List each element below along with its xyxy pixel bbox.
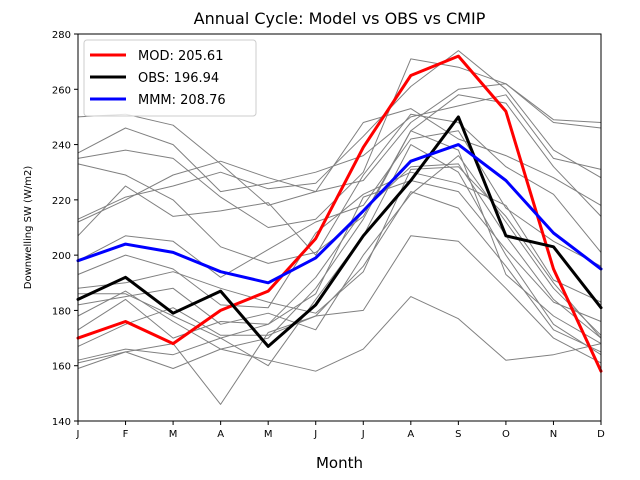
- cmip-member-line: [77, 155, 602, 336]
- chart-title: Annual Cycle: Model vs OBS vs CMIP: [194, 9, 486, 28]
- cmip-member-line: [77, 108, 602, 223]
- x-tick-label: O: [502, 429, 510, 440]
- cmip-member-line: [77, 144, 602, 367]
- x-tick-label: M: [264, 429, 273, 440]
- cmip-member-line: [77, 296, 602, 372]
- cmip-member-line: [77, 113, 602, 256]
- cmip-member-line: [77, 94, 602, 193]
- legend-label-obs: OBS: 196.94: [138, 71, 219, 86]
- y-tick-label: 220: [52, 196, 71, 207]
- y-tick-label: 280: [52, 30, 71, 41]
- y-tick-label: 160: [52, 362, 71, 373]
- x-tick-label: A: [217, 429, 224, 440]
- legend-label-mod: MOD: 205.61: [138, 49, 223, 64]
- x-tick-label: S: [455, 429, 461, 440]
- x-tick-label: N: [550, 429, 557, 440]
- plot-frame: [77, 33, 602, 422]
- cmip-member-lines: [77, 50, 602, 405]
- series-line-mmm: [76, 143, 603, 285]
- legend: MOD: 205.61 OBS: 196.94 MMM: 208.76: [83, 39, 257, 117]
- x-tick-label: F: [123, 429, 129, 440]
- legend-label-mmm: MMM: 208.76: [138, 93, 226, 108]
- series-line-mod: [76, 54, 603, 373]
- cmip-member-line: [78, 180, 602, 339]
- main-series-lines: [76, 54, 603, 373]
- cmip-member-line: [77, 235, 602, 405]
- y-tick-label: 140: [52, 417, 71, 428]
- series-line-obs: [76, 115, 603, 348]
- x-tick-label: J: [76, 429, 80, 440]
- legend-box: [83, 39, 257, 117]
- x-tick-label: J: [361, 429, 365, 440]
- y-tick-label: 200: [52, 251, 71, 262]
- y-tick-label: 260: [52, 85, 71, 96]
- y-axis: 140 160 180 200 220 240 260 280: [52, 30, 78, 428]
- x-tick-label: M: [169, 429, 178, 440]
- x-axis-label: Month: [316, 454, 363, 472]
- cmip-member-line: [77, 191, 602, 353]
- cmip-member-line: [77, 130, 602, 350]
- cmip-member-line: [77, 163, 602, 339]
- x-tick-label: D: [597, 429, 605, 440]
- cmip-member-line: [77, 171, 602, 309]
- y-tick-label: 180: [52, 306, 71, 317]
- y-tick-label: 240: [52, 141, 71, 152]
- cmip-member-line: [77, 50, 602, 220]
- y-axis-label: Downwelling SW (W/m2): [23, 166, 34, 290]
- x-tick-label: J: [313, 429, 317, 440]
- x-tick-label: A: [407, 429, 414, 440]
